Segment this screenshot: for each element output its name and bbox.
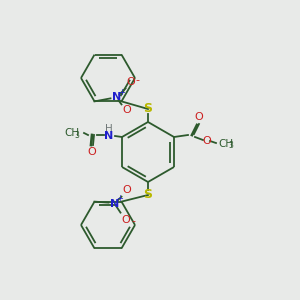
Text: O: O <box>195 112 203 122</box>
Text: O: O <box>126 77 135 87</box>
Text: N: N <box>110 199 119 208</box>
Text: +: + <box>118 88 125 97</box>
Text: -: - <box>131 216 136 226</box>
Text: S: S <box>143 103 152 116</box>
Text: -: - <box>136 75 140 85</box>
Text: O: O <box>202 136 211 146</box>
Text: CH: CH <box>64 128 80 138</box>
Text: H: H <box>105 124 113 134</box>
Text: CH: CH <box>218 139 233 149</box>
Text: +: + <box>116 194 123 203</box>
Text: S: S <box>143 188 152 202</box>
Text: O: O <box>122 184 131 195</box>
Text: N: N <box>112 92 121 102</box>
Text: O: O <box>121 214 130 225</box>
Text: 3: 3 <box>229 142 233 151</box>
Text: 3: 3 <box>75 130 80 140</box>
Text: O: O <box>88 147 96 157</box>
Text: O: O <box>122 105 131 116</box>
Text: N: N <box>104 131 114 141</box>
